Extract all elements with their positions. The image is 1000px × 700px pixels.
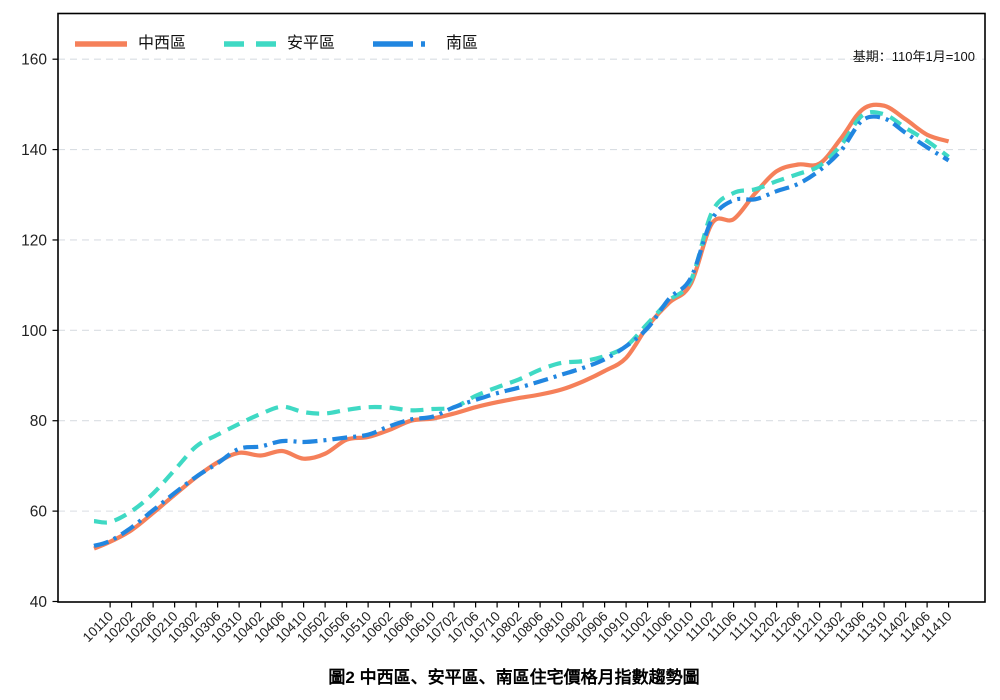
- legend: 中西區 安平區 南區: [74, 35, 478, 53]
- legend-label: 中西區: [138, 35, 187, 52]
- series-line-2: [93, 114, 950, 548]
- y-axis-tick-label: 120: [21, 232, 47, 249]
- y-axis-tick-label: 40: [30, 594, 48, 611]
- legend-swatch-line-dashed: [224, 41, 277, 47]
- legend-label: 南區: [446, 35, 479, 52]
- legend-label: 安平區: [287, 35, 336, 52]
- y-axis-tick-label: 80: [30, 413, 48, 430]
- legend-item-south: 南區: [372, 36, 478, 52]
- base-period-note: 基期：110年1月=100: [852, 49, 975, 64]
- series-line-1: [93, 109, 950, 525]
- legend-swatch-line-dashdot: [373, 41, 436, 47]
- legend-item-west-central: 中西區: [74, 36, 186, 52]
- legend-swatch-line-solid: [75, 41, 127, 47]
- y-axis-tick-label: 60: [30, 504, 48, 521]
- chart-title: 圖2 中西區、安平區、南區住宅價格月指數趨勢圖: [328, 668, 700, 687]
- series-line-0: [93, 102, 950, 551]
- y-axis-tick-label: 100: [21, 323, 47, 340]
- y-axis-tick-label: 140: [21, 142, 47, 159]
- y-axis-tick-label: 160: [21, 52, 47, 69]
- plot-border: [57, 12, 986, 603]
- legend-item-anping: 安平區: [223, 36, 335, 52]
